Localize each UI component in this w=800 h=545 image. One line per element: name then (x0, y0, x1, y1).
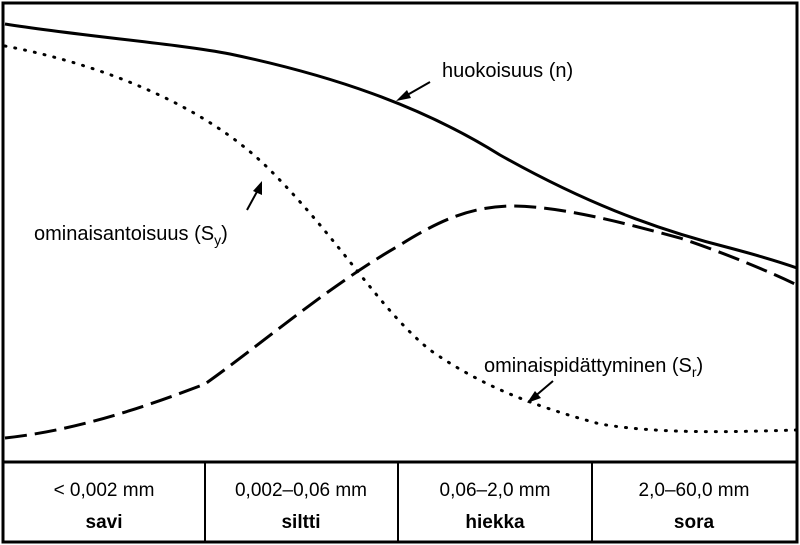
porosity-label: huokoisuus (n) (442, 60, 573, 82)
grain-class-name-4: sora (674, 512, 715, 533)
grain-class-name-2: siltti (281, 512, 320, 533)
grain-class-range-1: < 0,002 mm (54, 480, 155, 501)
grain-class-range-3: 0,06–2,0 mm (440, 480, 551, 501)
specific-yield-label-close: ) (221, 223, 228, 245)
specific-retention-label-sub: r (692, 364, 697, 380)
porosity-arrow (396, 81, 431, 101)
specific-retention-label-close: ) (697, 355, 704, 377)
grain-class-name-1: savi (86, 512, 123, 533)
specific-yield-arrow (246, 181, 262, 211)
specific-yield-label: ominaisantoisuus (Sy) (34, 223, 228, 248)
specific-yield-label-sub: y (214, 232, 221, 248)
porosity-curve (4, 22, 798, 270)
specific-retention-arrow (527, 380, 554, 403)
specific-yield-curve (3, 44, 799, 434)
specific-retention-label-main: ominaispidättyminen (S (484, 355, 692, 377)
grain-class-range-2: 0,002–0,06 mm (235, 480, 367, 501)
grain-class-name-3: hiekka (465, 512, 525, 533)
specific-retention-label: ominaispidättyminen (Sr) (484, 355, 703, 380)
specific-yield-label-main: ominaisantoisuus (S (34, 223, 214, 245)
grain-class-range-4: 2,0–60,0 mm (639, 480, 750, 501)
specific-retention-curve (4, 204, 798, 440)
